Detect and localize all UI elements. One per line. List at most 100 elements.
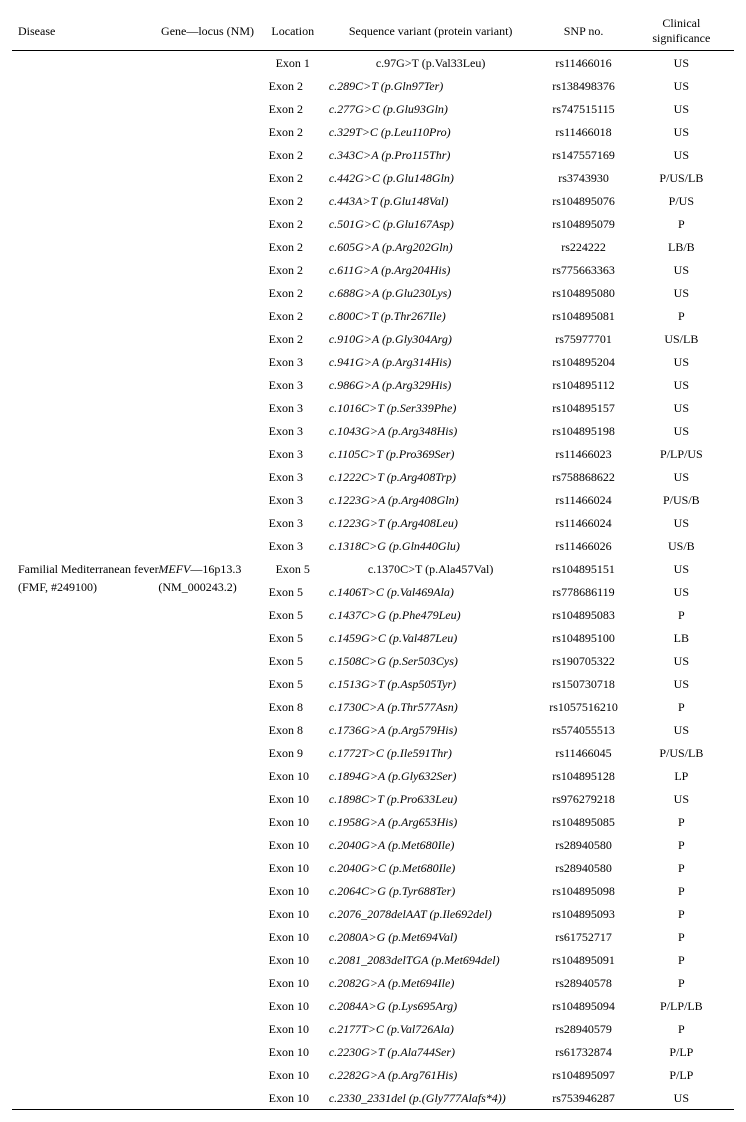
variants-table: Disease Gene—locus (NM) Location Sequenc… [12,12,734,1110]
cell-location: Exon 3 [263,511,323,534]
cell-significance: P [629,304,734,327]
cell-location: Exon 2 [263,74,323,97]
cell-snp: rs138498376 [538,74,628,97]
cell-significance: US [629,580,734,603]
cell-snp: rs11466024 [538,488,628,511]
cell-location: Exon 10 [263,810,323,833]
cell-significance: P [629,1017,734,1040]
cell-snp: rs574055513 [538,718,628,741]
cell-significance: US [629,672,734,695]
cell-snp: rs104895128 [538,764,628,787]
cell-sequence: c.2330_2331del (p.(Gly777Alafs*4)) [323,1086,539,1110]
cell-sequence: c.442G>C (p.Glu148Gln) [323,166,539,189]
cell-significance: P [629,856,734,879]
cell-significance: US [629,51,734,75]
cell-snp: rs104895080 [538,281,628,304]
cell-location: Exon 3 [263,442,323,465]
cell-sequence: c.501G>C (p.Glu167Asp) [323,212,539,235]
cell-significance: US [629,281,734,304]
cell-sequence: c.2082G>A (p.Met694Ile) [323,971,539,994]
cell-significance: P [629,879,734,902]
header-significance: Clinical significance [629,12,734,51]
cell-snp: rs1057516210 [538,695,628,718]
disease-cell-empty [12,51,152,558]
cell-significance: P [629,925,734,948]
table-row: Familial Mediterranean fever(FMF, #24910… [12,557,734,580]
cell-significance: P/US/LB [629,166,734,189]
cell-sequence: c.800C>T (p.Thr267Ile) [323,304,539,327]
cell-sequence: c.97G>T (p.Val33Leu) [323,51,539,75]
cell-location: Exon 5 [263,580,323,603]
cell-significance: US [629,649,734,672]
cell-location: Exon 10 [263,971,323,994]
cell-significance: P [629,810,734,833]
border-cell [629,1110,734,1111]
cell-significance: P/US [629,189,734,212]
cell-sequence: c.1105C>T (p.Pro369Ser) [323,442,539,465]
cell-sequence: c.1513G>T (p.Asp505Tyr) [323,672,539,695]
cell-significance: US [629,143,734,166]
gene-cell-empty [152,51,262,558]
cell-sequence: c.1016C>T (p.Ser339Phe) [323,396,539,419]
cell-snp: rs104895157 [538,396,628,419]
cell-sequence: c.2084A>G (p.Lys695Arg) [323,994,539,1017]
cell-significance: LB [629,626,734,649]
cell-location: Exon 10 [263,994,323,1017]
cell-significance: US [629,258,734,281]
cell-significance: US/B [629,534,734,557]
cell-significance: P/LP/LB [629,994,734,1017]
cell-location: Exon 3 [263,419,323,442]
cell-sequence: c.2081_2083delTGA (p.Met694del) [323,948,539,971]
cell-location: Exon 3 [263,488,323,511]
cell-significance: P/LP/US [629,442,734,465]
cell-snp: rs28940580 [538,833,628,856]
header-gene: Gene—locus (NM) [152,12,262,51]
border-cell [152,1110,262,1111]
cell-location: Exon 2 [263,120,323,143]
cell-location: Exon 2 [263,235,323,258]
cell-location: Exon 10 [263,787,323,810]
cell-sequence: c.1370C>T (p.Ala457Val) [323,557,539,580]
cell-sequence: c.986G>A (p.Arg329His) [323,373,539,396]
cell-significance: US [629,511,734,534]
cell-sequence: c.2040G>A (p.Met680Ile) [323,833,539,856]
cell-significance: US [629,557,734,580]
table-header-row: Disease Gene—locus (NM) Location Sequenc… [12,12,734,51]
disease-name-line1: Familial Mediterranean fever [18,560,146,578]
cell-sequence: c.1898C>T (p.Pro633Leu) [323,787,539,810]
cell-snp: rs11466024 [538,511,628,534]
cell-sequence: c.1772T>C (p.Ile591Thr) [323,741,539,764]
cell-snp: rs190705322 [538,649,628,672]
cell-significance: P/LP [629,1063,734,1086]
cell-snp: rs104895085 [538,810,628,833]
disease-name-line2: (FMF, #249100) [18,578,146,596]
cell-significance: P [629,833,734,856]
cell-significance: US [629,419,734,442]
cell-snp: rs28940578 [538,971,628,994]
cell-significance: P/LP [629,1040,734,1063]
cell-significance: US/LB [629,327,734,350]
cell-snp: rs11466023 [538,442,628,465]
cell-snp: rs75977701 [538,327,628,350]
cell-sequence: c.1043G>A (p.Arg348His) [323,419,539,442]
cell-sequence: c.2177T>C (p.Val726Ala) [323,1017,539,1040]
cell-snp: rs104895100 [538,626,628,649]
border-cell [323,1110,539,1111]
cell-sequence: c.605G>A (p.Arg202Gln) [323,235,539,258]
cell-snp: rs104895079 [538,212,628,235]
cell-sequence: c.1736G>A (p.Arg579His) [323,718,539,741]
cell-location: Exon 5 [263,603,323,626]
cell-sequence: c.941G>A (p.Arg314His) [323,350,539,373]
cell-snp: rs11466026 [538,534,628,557]
cell-significance: US [629,787,734,810]
cell-sequence: c.277G>C (p.Glu93Gln) [323,97,539,120]
cell-snp: rs61732874 [538,1040,628,1063]
cell-sequence: c.910G>A (p.Gly304Arg) [323,327,539,350]
cell-snp: rs747515115 [538,97,628,120]
cell-sequence: c.1318C>G (p.Gln440Glu) [323,534,539,557]
cell-significance: P [629,212,734,235]
cell-significance: P [629,971,734,994]
cell-location: Exon 10 [263,833,323,856]
cell-snp: rs104895097 [538,1063,628,1086]
gene-cell: MEFV—16p13.3(NM_000243.2) [152,557,262,1110]
